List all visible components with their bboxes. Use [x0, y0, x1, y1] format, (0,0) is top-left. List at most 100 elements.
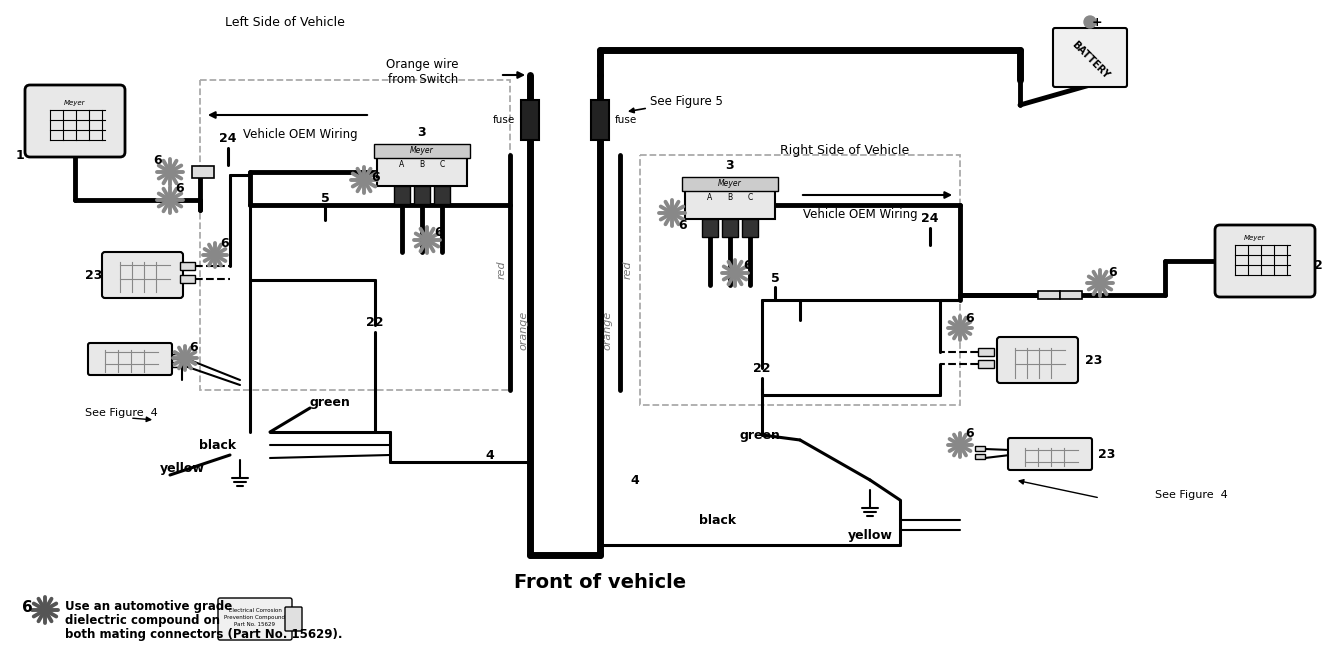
Bar: [180, 262, 195, 270]
Text: 22: 22: [367, 316, 384, 328]
Bar: [741, 219, 757, 237]
Text: fuse: fuse: [493, 115, 514, 125]
Text: dielectric compound on: dielectric compound on: [64, 614, 220, 627]
FancyBboxPatch shape: [285, 607, 302, 631]
Text: Meyer: Meyer: [719, 178, 741, 188]
Bar: [591, 100, 608, 140]
Text: +: +: [1092, 15, 1103, 29]
Text: C: C: [439, 159, 445, 168]
FancyBboxPatch shape: [26, 85, 125, 157]
Text: Part No. 15629: Part No. 15629: [235, 622, 275, 627]
Text: 6: 6: [372, 170, 380, 184]
Bar: [641, 155, 960, 405]
FancyBboxPatch shape: [89, 343, 172, 375]
Text: orange: orange: [518, 310, 528, 350]
Text: black: black: [200, 438, 236, 452]
Bar: [685, 187, 775, 219]
Text: 24: 24: [921, 212, 939, 224]
Bar: [434, 186, 450, 204]
Text: 6: 6: [176, 182, 184, 194]
Bar: [975, 446, 984, 451]
Text: Meyer: Meyer: [64, 100, 86, 106]
Text: 23: 23: [86, 269, 102, 281]
Bar: [393, 186, 410, 204]
Text: B: B: [419, 159, 424, 168]
Bar: [414, 186, 430, 204]
Text: both mating connectors (Part No. 15629).: both mating connectors (Part No. 15629).: [64, 628, 342, 641]
Text: A: A: [399, 159, 404, 168]
Bar: [200, 80, 510, 390]
Text: 6: 6: [21, 600, 32, 615]
Text: 6: 6: [966, 312, 974, 324]
Bar: [723, 219, 739, 237]
Text: 6: 6: [1109, 265, 1117, 279]
Text: red: red: [497, 261, 508, 279]
Text: BATTERY: BATTERY: [1069, 40, 1111, 80]
Bar: [172, 362, 183, 367]
Circle shape: [1084, 16, 1096, 28]
Text: 6: 6: [744, 259, 752, 271]
Text: green: green: [310, 395, 351, 409]
Text: A: A: [708, 192, 713, 202]
Text: Vehicle OEM Wiring: Vehicle OEM Wiring: [803, 208, 917, 221]
Text: orange: orange: [602, 310, 612, 350]
Text: 6: 6: [678, 218, 688, 232]
Text: 4: 4: [631, 474, 639, 486]
Bar: [180, 275, 195, 283]
Text: See Figure  4: See Figure 4: [85, 408, 157, 418]
Bar: [172, 354, 183, 359]
Text: black: black: [700, 513, 736, 527]
Text: B: B: [728, 192, 732, 202]
FancyBboxPatch shape: [102, 252, 183, 298]
Text: 5: 5: [321, 192, 329, 204]
Text: 4: 4: [486, 448, 494, 462]
Bar: [978, 360, 994, 368]
Text: Orange wire
from Switch: Orange wire from Switch: [385, 58, 458, 86]
Text: Left Side of Vehicle: Left Side of Vehicle: [226, 15, 345, 29]
Bar: [702, 219, 719, 237]
Text: 6: 6: [220, 237, 230, 249]
Text: See Figure  4: See Figure 4: [1155, 490, 1228, 500]
Text: yellow: yellow: [847, 529, 893, 541]
Text: 3: 3: [418, 125, 426, 139]
Text: 1: 1: [16, 149, 24, 161]
Text: Use an automotive grade: Use an automotive grade: [64, 600, 232, 613]
Bar: [682, 177, 778, 191]
FancyBboxPatch shape: [1215, 225, 1315, 297]
Bar: [1060, 291, 1082, 299]
Text: 5: 5: [771, 271, 779, 285]
Text: 22: 22: [753, 362, 771, 375]
Text: 6: 6: [189, 340, 199, 354]
Text: Vehicle OEM Wiring: Vehicle OEM Wiring: [243, 128, 357, 141]
Text: yellow: yellow: [160, 462, 204, 474]
Text: 6: 6: [966, 427, 974, 440]
Text: Meyer: Meyer: [410, 145, 434, 155]
Text: 6: 6: [435, 226, 443, 239]
Bar: [192, 166, 214, 178]
Bar: [978, 348, 994, 356]
Text: red: red: [623, 261, 633, 279]
FancyBboxPatch shape: [997, 337, 1078, 383]
Bar: [975, 454, 984, 459]
Text: 24: 24: [219, 131, 236, 145]
FancyBboxPatch shape: [218, 598, 291, 640]
Text: green: green: [740, 429, 780, 442]
Bar: [373, 144, 470, 158]
Text: fuse: fuse: [615, 115, 637, 125]
FancyBboxPatch shape: [1009, 438, 1092, 470]
Text: 2: 2: [1313, 259, 1323, 271]
Text: 3: 3: [725, 159, 735, 172]
Bar: [377, 154, 467, 186]
Text: Meyer: Meyer: [1244, 235, 1265, 241]
Bar: [1038, 291, 1060, 299]
Bar: [521, 100, 539, 140]
FancyBboxPatch shape: [1053, 28, 1127, 87]
Text: 23: 23: [1085, 354, 1103, 366]
Text: Prevention Compound: Prevention Compound: [224, 615, 286, 620]
Text: 23: 23: [1099, 448, 1116, 460]
Text: Right Side of Vehicle: Right Side of Vehicle: [780, 143, 909, 157]
Text: Electrical Corrosion: Electrical Corrosion: [228, 608, 282, 613]
Text: See Figure 5: See Figure 5: [650, 95, 723, 108]
Text: 6: 6: [153, 153, 163, 167]
Text: Front of vehicle: Front of vehicle: [514, 572, 686, 592]
